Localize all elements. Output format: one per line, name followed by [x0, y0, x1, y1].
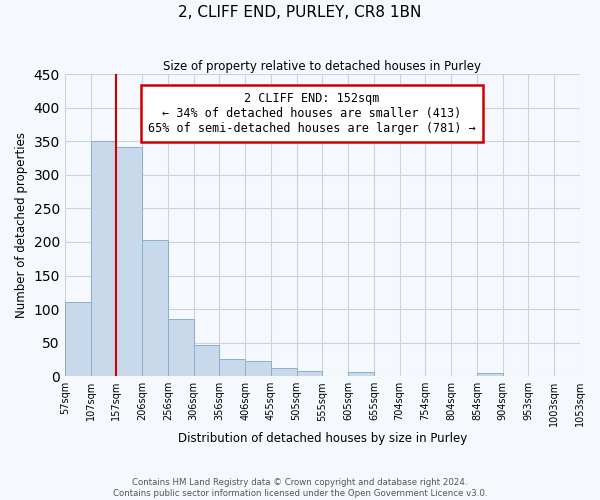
Bar [91, 142, 116, 376]
Bar [271, 368, 296, 376]
Bar [65, 302, 91, 376]
Y-axis label: Number of detached properties: Number of detached properties [15, 132, 28, 318]
Bar [477, 373, 503, 376]
Bar [116, 146, 142, 376]
Bar [142, 240, 168, 376]
Bar [194, 344, 220, 376]
Bar [348, 372, 374, 376]
Text: Contains HM Land Registry data © Crown copyright and database right 2024.
Contai: Contains HM Land Registry data © Crown c… [113, 478, 487, 498]
Bar [168, 319, 194, 376]
Title: Size of property relative to detached houses in Purley: Size of property relative to detached ho… [163, 60, 481, 73]
Text: 2 CLIFF END: 152sqm
← 34% of detached houses are smaller (413)
65% of semi-detac: 2 CLIFF END: 152sqm ← 34% of detached ho… [148, 92, 476, 136]
Bar [245, 362, 271, 376]
Bar [296, 371, 322, 376]
Text: 2, CLIFF END, PURLEY, CR8 1BN: 2, CLIFF END, PURLEY, CR8 1BN [178, 5, 422, 20]
X-axis label: Distribution of detached houses by size in Purley: Distribution of detached houses by size … [178, 432, 467, 445]
Bar [220, 360, 245, 376]
